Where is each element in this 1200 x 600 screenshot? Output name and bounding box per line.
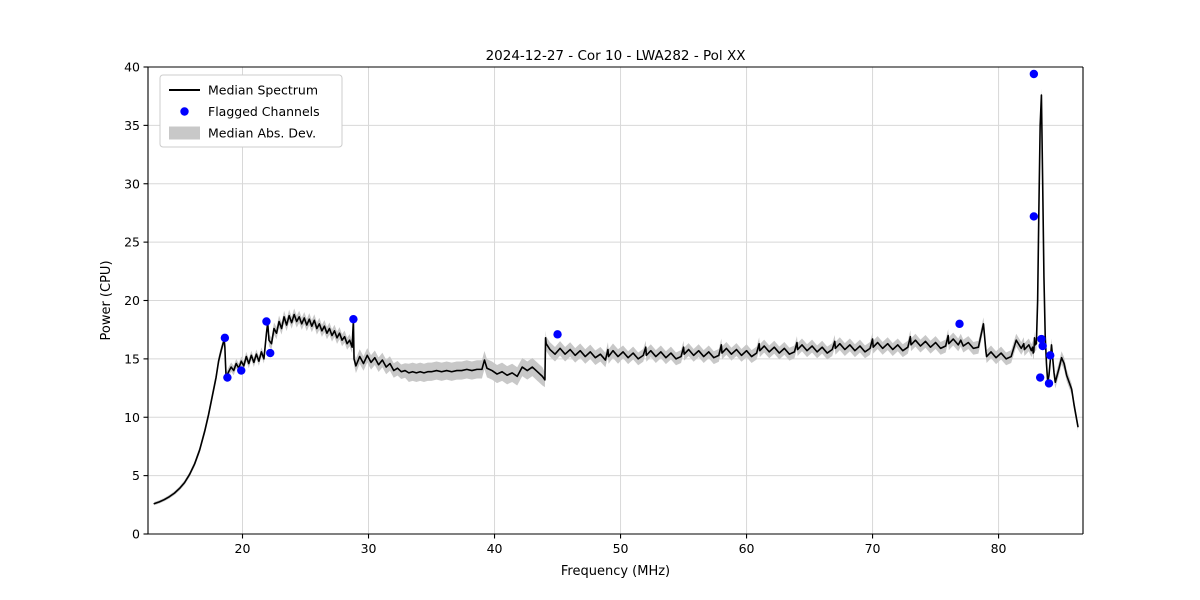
legend-label: Median Abs. Dev. xyxy=(208,126,316,141)
x-tick-label: 40 xyxy=(487,541,503,556)
flagged-channel-point xyxy=(223,373,232,382)
flagged-channel-point xyxy=(262,317,271,326)
y-tick-label: 40 xyxy=(124,60,140,75)
legend-label: Median Spectrum xyxy=(208,83,318,98)
legend-box xyxy=(159,74,343,148)
x-axis-label: Frequency (MHz) xyxy=(561,564,670,579)
x-tick-label: 60 xyxy=(739,541,755,556)
flagged-channel-point xyxy=(266,348,275,358)
flagged-channel-point xyxy=(1046,351,1055,360)
y-tick-label: 10 xyxy=(124,410,140,425)
x-tick-label: 30 xyxy=(361,541,377,556)
y-tick-label: 30 xyxy=(124,176,140,191)
flagged-channel-point xyxy=(1029,212,1039,221)
legend: Median Spectrum Flagged Channels Median Ab… xyxy=(159,74,343,148)
x-tick-label: 50 xyxy=(613,541,629,556)
y-tick-label: 15 xyxy=(124,351,140,366)
flagged-channels-group xyxy=(220,69,1055,388)
legend-label: Flagged Channels xyxy=(208,104,320,119)
x-tick-label: 80 xyxy=(991,541,1007,556)
flagged-channel-point xyxy=(1044,379,1054,388)
flagged-channel-point xyxy=(955,319,964,329)
median-spectrum-line xyxy=(153,94,1079,505)
flagged-channel-point xyxy=(1037,334,1046,344)
x-tick-label: 70 xyxy=(865,541,881,556)
flagged-channel-point xyxy=(1038,341,1047,351)
plot-title: 2024-12-27 - Cor 10 - LWA282 - Pol XX xyxy=(486,48,746,64)
flagged-channel-point xyxy=(1035,373,1045,382)
legend-dot-swatch xyxy=(180,107,189,116)
flagged-channel-point xyxy=(349,314,358,324)
x-tick-label: 20 xyxy=(235,541,251,556)
flagged-channel-point xyxy=(1029,69,1039,79)
y-tick-label: 0 xyxy=(132,527,140,542)
y-tick-label: 35 xyxy=(124,118,140,133)
flagged-channel-point xyxy=(220,333,230,343)
y-tick-label: 25 xyxy=(124,235,140,250)
flagged-channel-point xyxy=(237,366,246,375)
y-tick-label: 20 xyxy=(124,293,140,308)
legend-patch-swatch xyxy=(169,126,200,140)
y-axis-label: Power (CPU) xyxy=(99,260,114,340)
flagged-channel-point xyxy=(553,330,562,339)
y-tick-label: 5 xyxy=(132,468,140,483)
axis-ticks: 20 30 40 50 60 70 80 0 5 10 15 20 25 30 35 40 xyxy=(124,60,1006,557)
